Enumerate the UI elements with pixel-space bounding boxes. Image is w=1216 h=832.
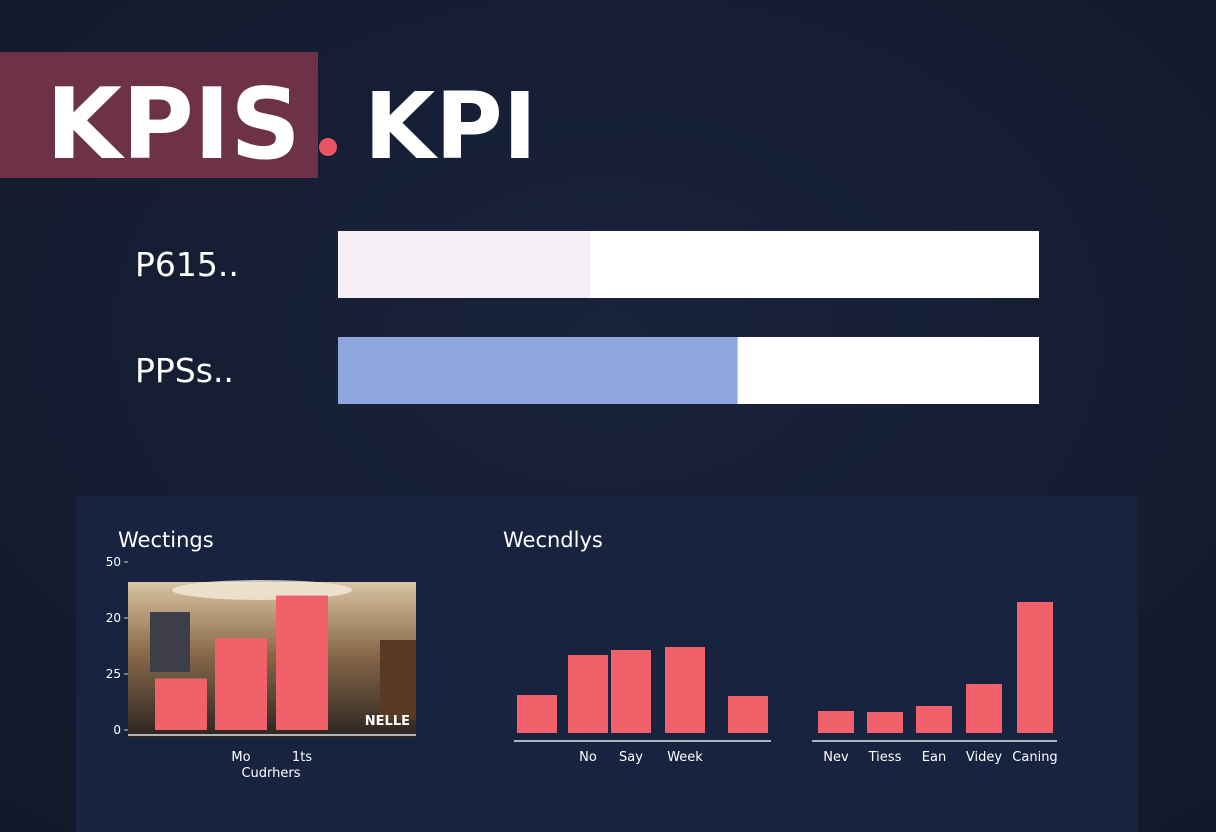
chart-title: Wecndlys	[503, 528, 603, 552]
bar	[517, 695, 557, 733]
bar	[276, 595, 328, 730]
x-tick-label: Videy	[966, 750, 1002, 765]
photo-caption: NELLE	[365, 714, 410, 729]
y-tick-label: 0	[113, 723, 121, 737]
y-tick-label: 20	[106, 611, 121, 625]
kpi-fill	[338, 231, 591, 298]
chart-title: Wectings	[118, 528, 214, 552]
bar	[665, 647, 705, 733]
bar	[966, 684, 1002, 733]
x-tick-label: Say	[619, 750, 643, 765]
header-subtitle: KPI	[364, 73, 537, 180]
photo-furniture	[380, 640, 416, 720]
bar	[916, 706, 952, 733]
x-tick-label: Caning	[1012, 750, 1057, 765]
kpi-label: PPSs..	[135, 351, 234, 390]
x-tick-label: Week	[667, 750, 703, 765]
bar	[155, 678, 207, 730]
y-tick-label: 50	[106, 555, 121, 569]
bar	[728, 696, 768, 733]
x-tick-label: Ean	[922, 750, 946, 765]
x-tick-label: No	[579, 750, 597, 765]
bar	[867, 712, 903, 733]
x-tick-label: Tiess	[868, 750, 902, 765]
x-axis-label: Cudrhers	[241, 766, 300, 781]
x-tick-label: Mo	[231, 750, 250, 765]
bar	[215, 638, 267, 730]
photo-person	[150, 612, 190, 672]
x-tick-label: 1ts	[292, 750, 312, 765]
title-dot	[319, 138, 337, 156]
bar	[1017, 602, 1053, 733]
bar	[568, 655, 608, 733]
photo-light	[172, 580, 352, 600]
kpi-fill	[338, 337, 738, 404]
y-tick-label: 25	[106, 667, 121, 681]
layer: P615.. PPSs.. Wectings 50 20 25 0 Mo 1tsCudrhers…	[106, 231, 1058, 781]
bar	[818, 711, 854, 733]
header-title: KPIS	[46, 68, 301, 182]
kpi-label: P615..	[135, 245, 239, 284]
title-highlight	[0, 52, 318, 178]
bar	[611, 650, 651, 733]
x-tick-label: Nev	[823, 750, 849, 765]
